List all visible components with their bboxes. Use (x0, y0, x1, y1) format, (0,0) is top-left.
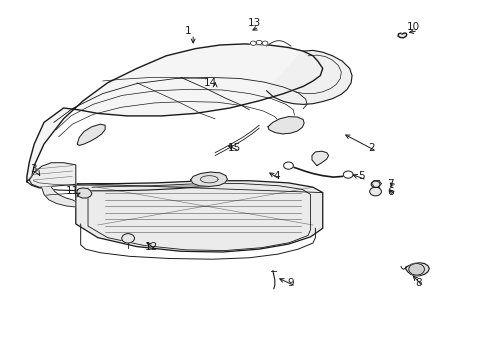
Text: 3: 3 (30, 164, 37, 174)
Circle shape (262, 41, 267, 45)
Circle shape (283, 162, 293, 169)
Polygon shape (267, 117, 304, 134)
Text: 12: 12 (144, 242, 158, 252)
Polygon shape (311, 151, 328, 166)
Text: 8: 8 (414, 278, 421, 288)
Circle shape (250, 41, 256, 45)
Polygon shape (266, 50, 351, 104)
Polygon shape (77, 124, 105, 145)
Text: 15: 15 (227, 143, 241, 153)
Circle shape (369, 187, 381, 196)
Text: 11: 11 (65, 186, 79, 196)
Text: 1: 1 (184, 26, 191, 36)
Polygon shape (27, 44, 322, 182)
Text: 9: 9 (287, 278, 294, 288)
Text: 7: 7 (386, 179, 393, 189)
Text: 4: 4 (272, 171, 279, 181)
Polygon shape (397, 33, 406, 38)
Circle shape (122, 234, 134, 243)
Text: 14: 14 (203, 78, 217, 88)
Polygon shape (190, 172, 227, 186)
Circle shape (256, 40, 262, 45)
Circle shape (408, 264, 424, 275)
Text: 13: 13 (247, 18, 261, 28)
Polygon shape (405, 263, 428, 276)
Polygon shape (76, 181, 322, 252)
Polygon shape (29, 163, 76, 187)
Text: 10: 10 (406, 22, 419, 32)
Polygon shape (41, 187, 76, 207)
Polygon shape (77, 188, 92, 198)
Circle shape (343, 171, 352, 178)
Text: 6: 6 (386, 186, 393, 197)
Circle shape (370, 181, 379, 188)
Text: 5: 5 (358, 171, 365, 181)
Text: 2: 2 (367, 143, 374, 153)
